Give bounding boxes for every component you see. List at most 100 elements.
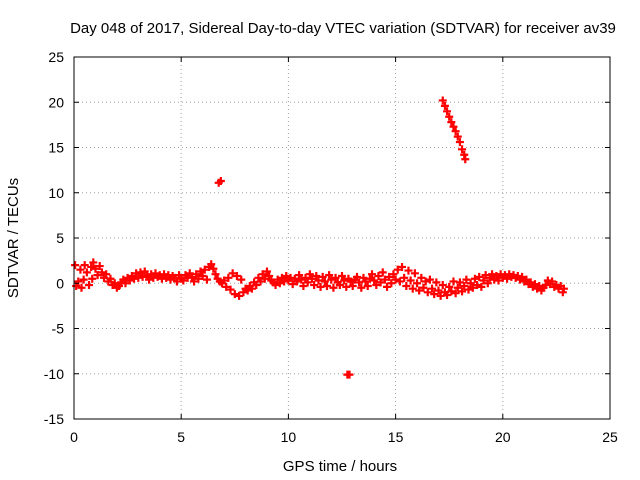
data-point [91, 264, 100, 273]
data-point [361, 277, 370, 286]
data-point [391, 275, 400, 284]
data-point [458, 287, 467, 296]
data-point [473, 281, 482, 290]
y-tick-label: 10 [48, 185, 64, 201]
data-point [466, 279, 475, 288]
data-point [198, 272, 207, 281]
data-point [434, 286, 443, 295]
data-point [93, 271, 102, 280]
data-point [462, 275, 471, 284]
data-point [451, 127, 460, 136]
data-point [492, 272, 501, 281]
data-point [196, 267, 205, 276]
data-point [97, 268, 106, 277]
data-point [522, 275, 531, 284]
data-point [447, 118, 456, 127]
data-point [380, 275, 389, 284]
data-point [209, 264, 218, 273]
data-point [320, 277, 329, 286]
x-tick-label: 10 [281, 429, 297, 445]
x-tick-label: 5 [177, 429, 185, 445]
data-point [292, 277, 301, 286]
data-point [327, 275, 336, 284]
data-point [530, 280, 539, 289]
data-point [475, 272, 484, 281]
data-point [140, 267, 149, 276]
data-point [461, 155, 470, 164]
data-point [71, 261, 80, 270]
data-point [440, 101, 449, 110]
y-tick-label: -5 [52, 321, 65, 337]
data-point [220, 276, 229, 285]
y-tick-label: -10 [44, 366, 64, 382]
chart-title: Day 048 of 2017, Sidereal Day-to-day VTE… [70, 20, 616, 37]
data-point [406, 276, 415, 285]
data-point [335, 281, 344, 290]
y-tick-label: 15 [48, 140, 64, 156]
data-point [449, 122, 458, 131]
y-tick-label: 5 [56, 230, 64, 246]
data-point [202, 275, 211, 284]
data-point [228, 269, 237, 278]
data-point [387, 279, 396, 288]
data-point [346, 277, 355, 286]
data-point [192, 270, 201, 279]
data-point [256, 277, 265, 286]
data-point [299, 281, 308, 290]
data-point [470, 274, 479, 283]
data-point [385, 272, 394, 281]
data-point [329, 283, 338, 292]
data-point [247, 284, 256, 293]
data-point [548, 277, 557, 286]
data-point [226, 285, 235, 294]
data-point [488, 270, 497, 279]
data-point [376, 278, 385, 287]
data-point [526, 278, 535, 287]
data-point [408, 284, 417, 293]
data-point [378, 268, 387, 277]
data-point [125, 276, 134, 285]
data-point [348, 281, 357, 290]
data-point [207, 260, 216, 269]
x-tick-label: 0 [70, 429, 78, 445]
axis-ticks: 0 5 10 15 20 25 -15 -10 -5 0 5 10 15 20 25 [44, 49, 618, 445]
data-points [71, 96, 568, 379]
data-point [211, 270, 220, 279]
data-point [479, 276, 488, 285]
data-point [288, 280, 297, 289]
data-point [363, 281, 372, 290]
data-point [503, 274, 512, 283]
data-point [410, 269, 419, 278]
data-point [322, 281, 331, 290]
data-point [222, 282, 231, 291]
data-point [318, 272, 327, 281]
data-point [88, 274, 97, 283]
data-point [345, 370, 354, 379]
data-point [443, 107, 452, 116]
data-point [262, 267, 271, 276]
data-point [389, 270, 398, 279]
data-point [297, 275, 306, 284]
data-point [232, 272, 241, 281]
data-point [79, 275, 88, 284]
y-tick-label: 0 [56, 275, 64, 291]
data-point [74, 277, 83, 286]
data-point [483, 279, 492, 288]
data-point [260, 274, 269, 283]
y-tick-label: 20 [48, 94, 64, 110]
data-point [194, 274, 203, 283]
data-point [230, 290, 239, 299]
data-point [179, 276, 188, 285]
data-point [455, 278, 464, 287]
data-point [372, 281, 381, 290]
data-point [455, 138, 464, 147]
data-point [338, 272, 346, 281]
data-point [77, 283, 86, 292]
data-point [393, 265, 402, 274]
data-point [305, 270, 314, 279]
data-point [400, 273, 409, 282]
data-point [121, 279, 130, 288]
y-axis-label: SDTVAR / TECUs [5, 178, 22, 298]
data-point [494, 276, 503, 285]
